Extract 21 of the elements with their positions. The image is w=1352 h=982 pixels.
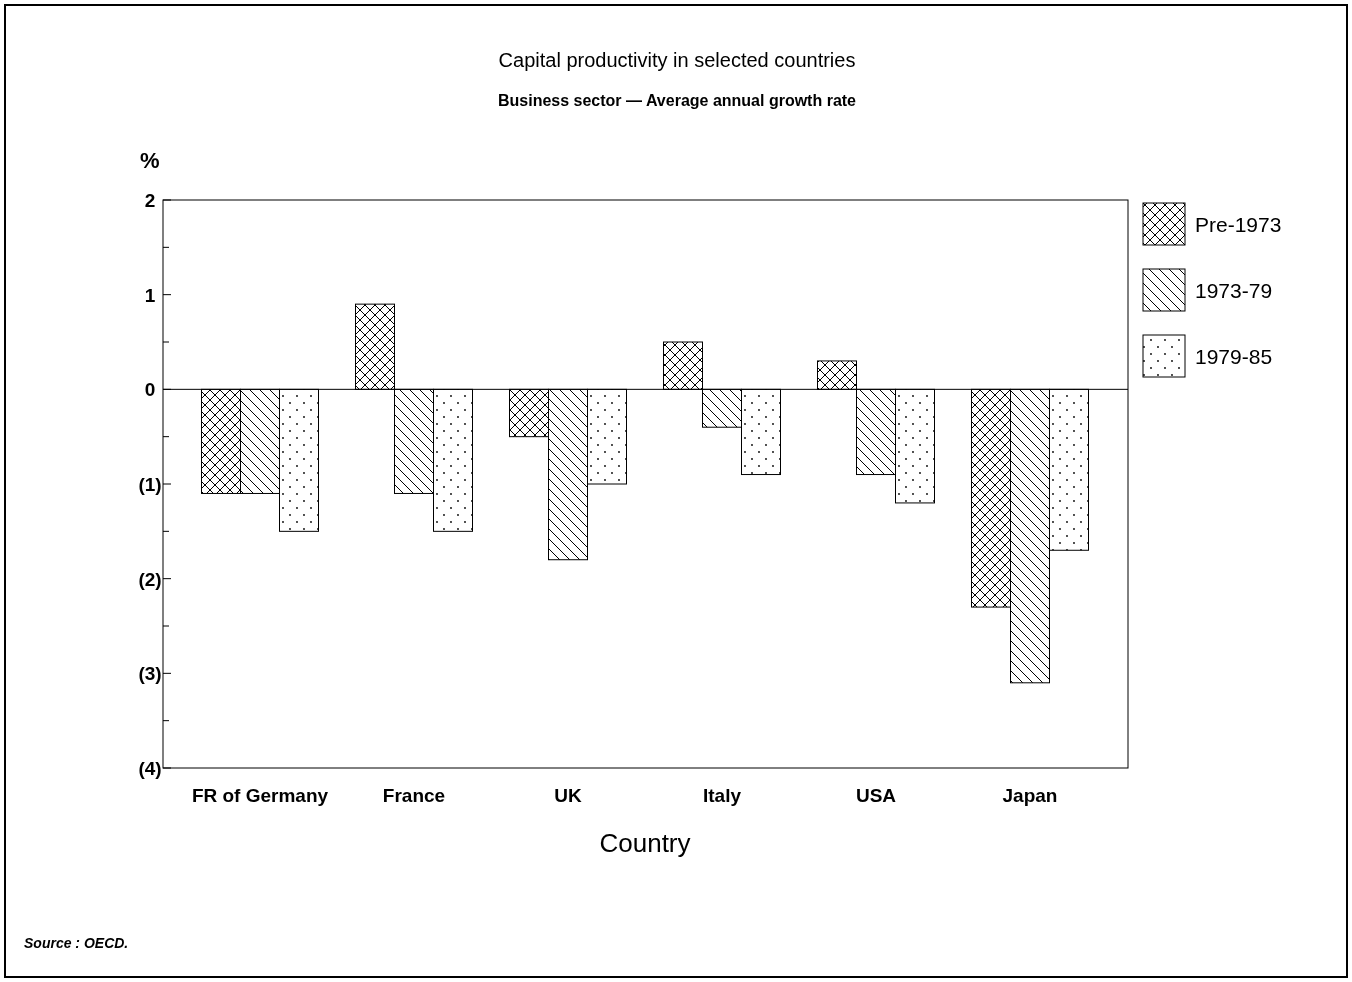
y-tick-label: (3) [138, 663, 162, 685]
x-tick-label: Japan [1002, 785, 1058, 806]
legend-label: 1973-79 [1195, 279, 1273, 302]
y-tick-label: 1 [144, 284, 156, 306]
x-axis-title: Country [599, 828, 691, 858]
y-tick-label: (2) [138, 568, 162, 590]
legend-label: 1979-85 [1195, 345, 1273, 368]
x-tick-label: Italy [702, 785, 742, 806]
y-tick-label: (4) [138, 758, 162, 779]
x-tick-label: FR of Germany [191, 785, 329, 806]
x-tick-label: France [382, 785, 446, 806]
y-tick-label: (1) [138, 474, 162, 495]
x-tick-label: USA [855, 785, 897, 806]
source-note: Source : OECD. [24, 935, 129, 951]
y-tick-label: 0 [144, 379, 156, 401]
legend-label: Pre-1973 [1195, 213, 1282, 236]
y-tick-label: 2 [144, 190, 156, 211]
x-tick-label: UK [554, 785, 582, 806]
chart-subtitle: Business sector — Average annual growth rate [497, 92, 857, 109]
chart-title: Capital productivity in selected countries [498, 49, 856, 71]
y-axis-title: % [140, 148, 160, 173]
